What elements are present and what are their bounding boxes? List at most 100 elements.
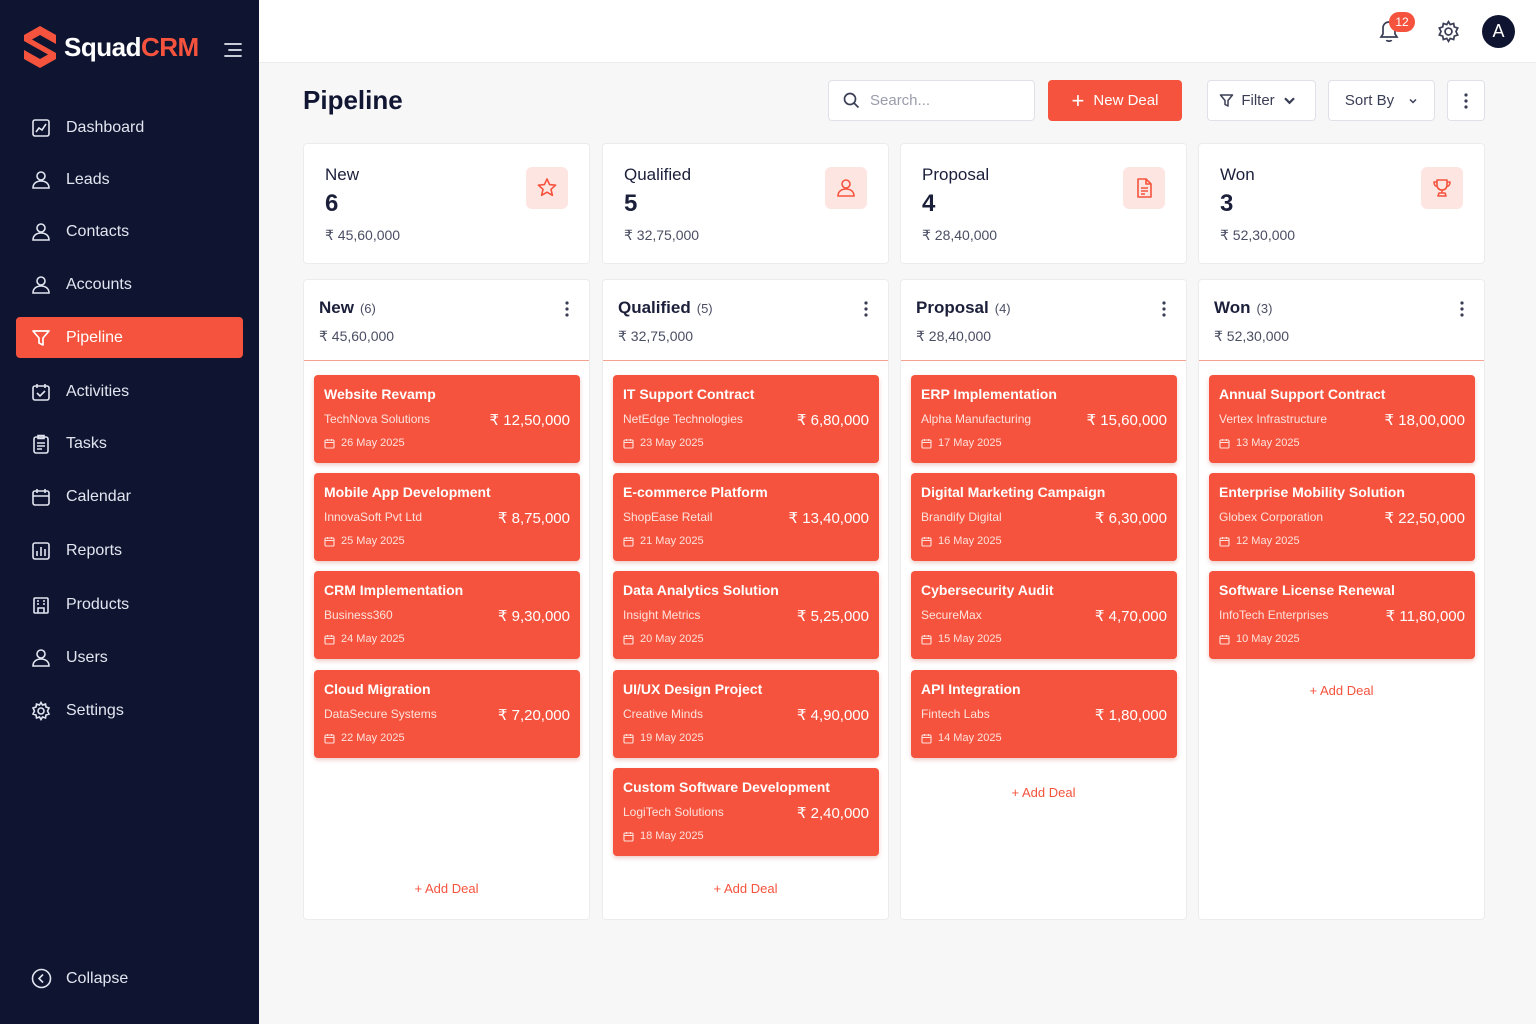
settings-gear-icon[interactable] xyxy=(1437,20,1460,43)
column-count: (3) xyxy=(1256,301,1273,316)
calendar-icon xyxy=(324,634,335,645)
deal-card[interactable]: Digital Marketing Campaign Brandify Digi… xyxy=(911,473,1177,561)
sort-by-button[interactable]: Sort By xyxy=(1328,80,1435,121)
sidebar-item-users[interactable]: Users xyxy=(16,637,243,678)
kebab-icon[interactable] xyxy=(562,300,572,318)
add-deal-link[interactable]: + Add Deal xyxy=(1309,683,1374,698)
column-title-text: Proposal xyxy=(916,298,989,317)
deal-date: 14 May 2025 xyxy=(921,732,1002,744)
deal-card[interactable]: Mobile App Development InnovaSoft Pvt Lt… xyxy=(314,473,580,561)
plus-icon: + xyxy=(1071,87,1085,113)
menu-toggle-icon[interactable] xyxy=(223,41,243,59)
sidebar-item-label: Settings xyxy=(66,701,124,719)
deal-title: UI/UX Design Project xyxy=(623,681,763,697)
deal-card[interactable]: IT Support Contract NetEdge Technologies… xyxy=(613,375,879,463)
deal-date-text: 23 May 2025 xyxy=(640,437,704,449)
sidebar-item-contacts[interactable]: Contacts xyxy=(16,211,243,252)
clipboard-icon xyxy=(33,434,49,454)
sidebar-item-dashboard[interactable]: Dashboard xyxy=(16,107,243,148)
deal-date: 15 May 2025 xyxy=(921,633,1002,645)
trophy-icon xyxy=(1433,179,1451,197)
kebab-icon[interactable] xyxy=(1159,300,1169,318)
deal-date: 13 May 2025 xyxy=(1219,437,1300,449)
brand[interactable]: SquadCRM xyxy=(22,24,199,70)
deal-amount: ₹ 9,30,000 xyxy=(497,608,570,625)
chevron-left-circle-icon xyxy=(31,968,52,989)
deal-amount: ₹ 18,00,000 xyxy=(1384,412,1465,429)
deal-amount: ₹ 7,20,000 xyxy=(497,707,570,724)
column-title: Proposal (4) xyxy=(916,298,1011,318)
kebab-icon[interactable] xyxy=(1457,300,1467,318)
deal-date: 20 May 2025 xyxy=(623,633,704,645)
deal-date-text: 24 May 2025 xyxy=(341,633,405,645)
sidebar-item-calendar[interactable]: Calendar xyxy=(16,476,243,517)
summary-label: New xyxy=(325,165,360,184)
deal-title: Website Revamp xyxy=(324,386,436,402)
sidebar-item-tasks[interactable]: Tasks xyxy=(16,423,243,464)
search-input[interactable] xyxy=(870,92,1020,109)
sidebar-item-settings[interactable]: Settings xyxy=(16,690,243,731)
deal-card[interactable]: E-commerce Platform ShopEase Retail ₹ 13… xyxy=(613,473,879,561)
sidebar-item-pipeline[interactable]: Pipeline xyxy=(16,317,243,358)
sidebar-item-activities[interactable]: Activities xyxy=(16,371,243,412)
pipeline-column-won: Won (3) ₹ 52,30,000 Annual Support Contra… xyxy=(1198,279,1485,920)
column-title: Qualified (5) xyxy=(618,298,713,318)
sidebar-item-leads[interactable]: Leads xyxy=(16,159,243,200)
filter-button[interactable]: Filter xyxy=(1207,80,1316,121)
deal-card[interactable]: API Integration Fintech Labs ₹ 1,80,000 … xyxy=(911,670,1177,758)
deal-company: LogiTech Solutions xyxy=(623,805,724,819)
deal-amount: ₹ 6,30,000 xyxy=(1094,510,1167,527)
deal-date: 12 May 2025 xyxy=(1219,535,1300,547)
calendar-icon xyxy=(324,536,335,547)
add-deal-link[interactable]: + Add Deal xyxy=(414,881,479,896)
summary-amount: ₹ 45,60,000 xyxy=(325,227,401,243)
deal-company: InfoTech Enterprises xyxy=(1219,608,1329,622)
kebab-icon[interactable] xyxy=(861,300,871,318)
deal-card[interactable]: Software License Renewal InfoTech Enterp… xyxy=(1209,571,1475,659)
deal-card[interactable]: Enterprise Mobility Solution Globex Corp… xyxy=(1209,473,1475,561)
sidebar-item-reports[interactable]: Reports xyxy=(16,530,243,571)
column-header: New (6) ₹ 45,60,000 xyxy=(304,280,589,361)
add-deal-link[interactable]: + Add Deal xyxy=(713,881,778,896)
deal-amount: ₹ 4,70,000 xyxy=(1094,608,1167,625)
deal-card[interactable]: Website Revamp TechNova Solutions ₹ 12,5… xyxy=(314,375,580,463)
deal-company: Vertex Infrastructure xyxy=(1219,412,1328,426)
collapse-button[interactable]: Collapse xyxy=(31,968,128,989)
deal-date-text: 26 May 2025 xyxy=(341,437,405,449)
deal-card[interactable]: Annual Support Contract Vertex Infrastru… xyxy=(1209,375,1475,463)
deal-card[interactable]: ERP Implementation Alpha Manufacturing ₹… xyxy=(911,375,1177,463)
deal-card[interactable]: Cloud Migration DataSecure Systems ₹ 7,2… xyxy=(314,670,580,758)
sidebar-item-accounts[interactable]: Accounts xyxy=(16,264,243,305)
deal-date: 25 May 2025 xyxy=(324,535,405,547)
column-header: Qualified (5) ₹ 32,75,000 xyxy=(603,280,888,361)
summary-card-new[interactable]: New 6 ₹ 45,60,000 xyxy=(303,143,590,264)
deal-card[interactable]: Data Analytics Solution Insight Metrics … xyxy=(613,571,879,659)
avatar[interactable]: A xyxy=(1482,15,1515,48)
search-box[interactable] xyxy=(828,80,1035,121)
calendar-icon xyxy=(1219,438,1230,449)
summary-card-won[interactable]: Won 3 ₹ 52,30,000 xyxy=(1198,143,1485,264)
summary-count: 6 xyxy=(325,190,339,217)
deal-card[interactable]: CRM Implementation Business360 ₹ 9,30,00… xyxy=(314,571,580,659)
sidebar-item-products[interactable]: Products xyxy=(16,584,243,625)
summary-card-proposal[interactable]: Proposal 4 ₹ 28,40,000 xyxy=(900,143,1187,264)
summary-card-qualified[interactable]: Qualified 5 ₹ 32,75,000 xyxy=(602,143,889,264)
pipeline-column-proposal: Proposal (4) ₹ 28,40,000 ERP Implementati… xyxy=(900,279,1187,920)
sidebar-item-label: Reports xyxy=(66,541,123,559)
deal-date: 22 May 2025 xyxy=(324,732,405,744)
column-count: (6) xyxy=(359,301,376,316)
add-deal-link[interactable]: + Add Deal xyxy=(1011,785,1076,800)
sidebar-item-label: Calendar xyxy=(66,487,131,505)
sidebar-item-label: Activities xyxy=(66,382,130,400)
deal-card[interactable]: UI/UX Design Project Creative Minds ₹ 4,… xyxy=(613,670,879,758)
calendar-icon xyxy=(32,488,50,506)
calendar-icon xyxy=(324,733,335,744)
deal-card[interactable]: Custom Software Development LogiTech Sol… xyxy=(613,768,879,856)
sort-by-label: Sort By xyxy=(1344,92,1395,109)
more-options-button[interactable] xyxy=(1447,80,1485,121)
deal-card[interactable]: Cybersecurity Audit SecureMax ₹ 4,70,000… xyxy=(911,571,1177,659)
page-title: Pipeline xyxy=(303,85,403,115)
new-deal-button[interactable]: + New Deal xyxy=(1048,80,1182,121)
user-icon xyxy=(32,648,50,667)
deal-title: CRM Implementation xyxy=(324,582,464,598)
